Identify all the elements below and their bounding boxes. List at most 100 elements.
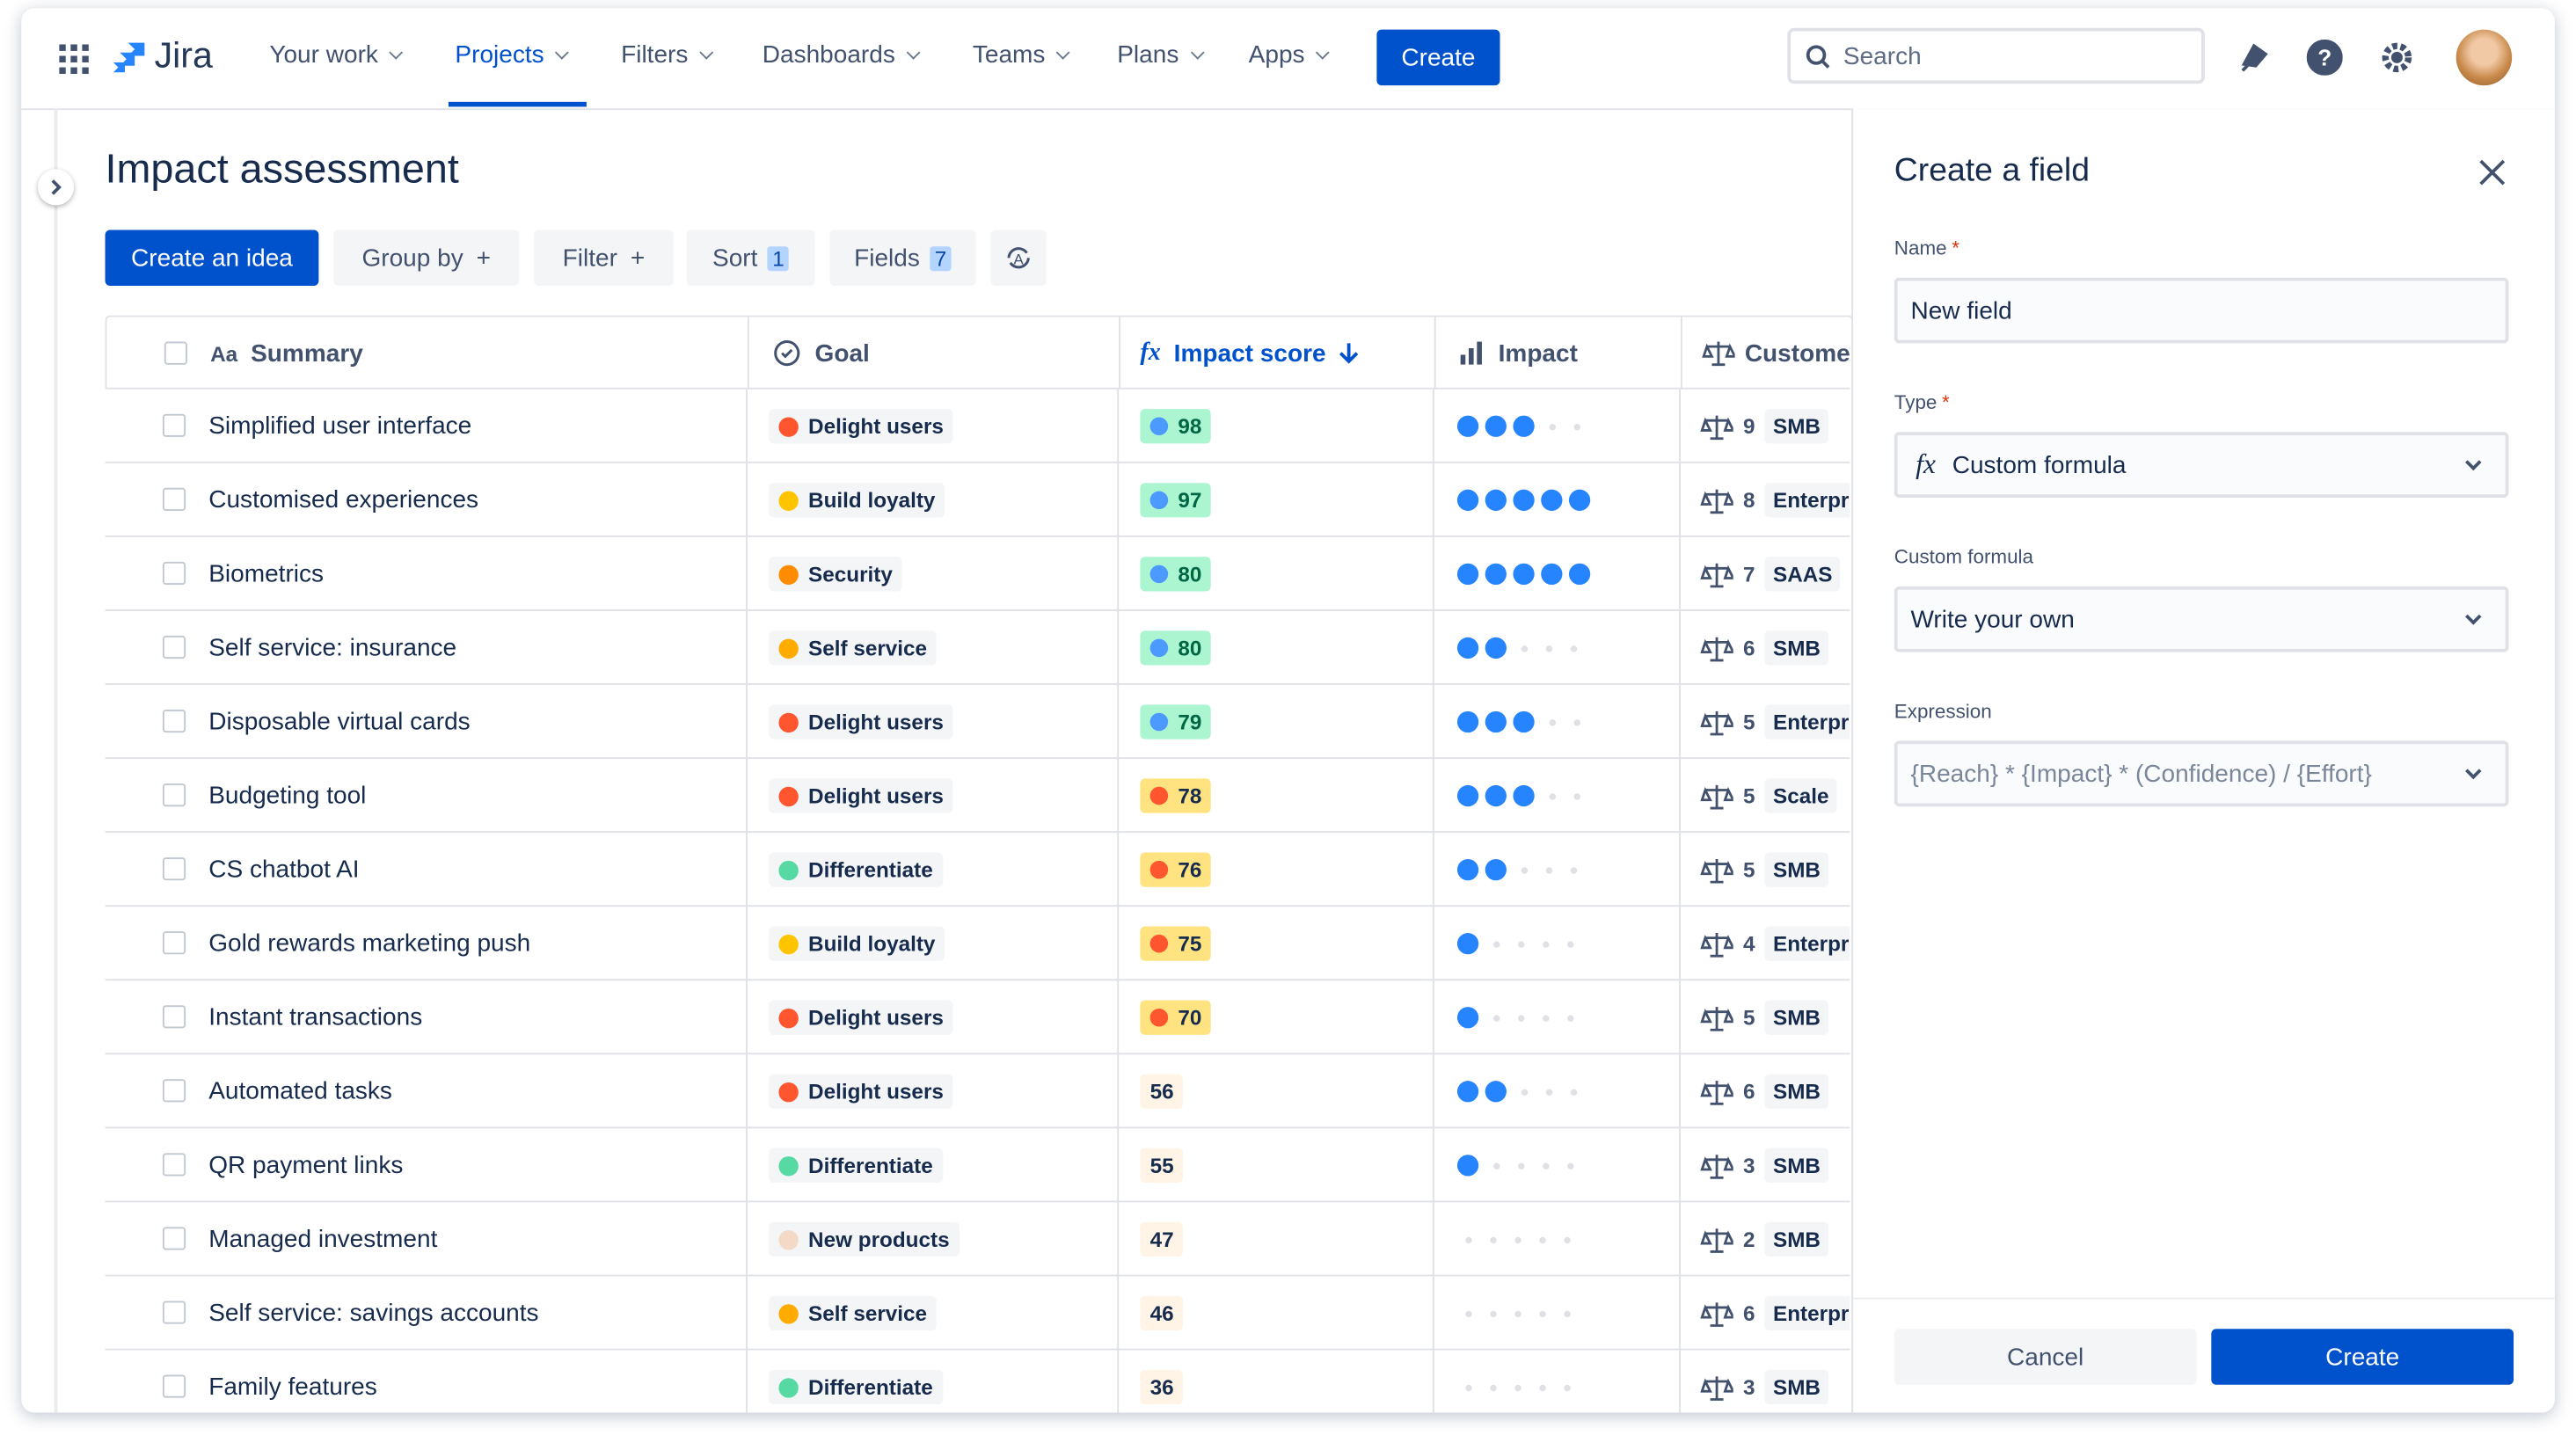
- impact-rating: [1456, 1081, 1587, 1103]
- impact-dot: [1456, 858, 1479, 881]
- summary[interactable]: Simplified user interface: [208, 412, 472, 441]
- cancel-button[interactable]: Cancel: [1894, 1329, 2197, 1385]
- top-nav: Jira Your work Projects Filters Dashboards T…: [21, 8, 2555, 111]
- nav-item[interactable]: Plans: [1117, 41, 1201, 69]
- summary[interactable]: Self service: savings accounts: [208, 1299, 539, 1328]
- expand-sidebar[interactable]: [37, 169, 75, 206]
- summary[interactable]: Budgeting tool: [208, 782, 367, 810]
- goal-tag: Self service: [769, 630, 938, 666]
- goal-tag: Build loyalty: [769, 483, 945, 518]
- create-field-panel: Create a field Name * New field Type * fx C…: [1851, 108, 2555, 1413]
- settings[interactable]: [2379, 40, 2415, 76]
- name-input[interactable]: New field: [1894, 277, 2509, 344]
- impact-dot: [1493, 940, 1500, 947]
- nav-item[interactable]: Your work: [269, 41, 401, 69]
- score-value: 76: [1178, 857, 1202, 883]
- summary[interactable]: CS chatbot AI: [208, 856, 360, 884]
- cell: 5 SMB: [1679, 833, 1850, 907]
- impact-dot: [1573, 423, 1581, 430]
- expression-input[interactable]: {Reach} * {Impact} * (Confidence) / {Eff…: [1894, 740, 2509, 807]
- row-checkbox[interactable]: [162, 1227, 186, 1250]
- goal-icon: [778, 1303, 799, 1323]
- goal-icon: [778, 711, 799, 732]
- help[interactable]: ?: [2306, 39, 2343, 76]
- nav-item[interactable]: Apps: [1249, 41, 1328, 69]
- score-badge: 56: [1140, 1074, 1184, 1109]
- summary[interactable]: Instant transactions: [208, 1003, 423, 1032]
- row-checkbox[interactable]: [162, 1301, 186, 1324]
- close-button[interactable]: [2477, 157, 2507, 187]
- create-button[interactable]: Create: [1376, 29, 1500, 86]
- select-all[interactable]: [164, 341, 187, 365]
- row-checkbox[interactable]: [162, 561, 186, 586]
- nav-item[interactable]: Filters: [621, 41, 711, 69]
- cell: Simplified user interface: [208, 390, 471, 463]
- row-checkbox[interactable]: [162, 709, 186, 733]
- nav-item[interactable]: Teams: [973, 41, 1069, 69]
- score-badge: 36: [1140, 1369, 1184, 1405]
- row-checkbox[interactable]: [162, 487, 186, 511]
- auto-button[interactable]: A: [990, 230, 1047, 287]
- summary[interactable]: Gold rewards marketing push: [208, 929, 531, 958]
- cell: 75: [1117, 907, 1433, 981]
- logo[interactable]: Jira: [154, 34, 213, 76]
- create-idea-button[interactable]: Create an idea: [105, 230, 319, 287]
- row-checkbox[interactable]: [162, 413, 186, 437]
- impact-dot: [1513, 415, 1535, 437]
- summary[interactable]: Customised experiences: [208, 485, 479, 514]
- summary[interactable]: Self service: insurance: [208, 634, 457, 662]
- formula-select[interactable]: Write your own: [1894, 586, 2509, 652]
- row-checkbox[interactable]: [162, 857, 186, 881]
- expression-value: {Reach} * {Impact} * (Confidence) / {Eff…: [1910, 759, 2372, 788]
- customer-icon: [1700, 858, 1733, 883]
- group-by-button[interactable]: Group by +: [333, 230, 520, 287]
- summary[interactable]: Automated tasks: [208, 1077, 392, 1106]
- row-checkbox[interactable]: [162, 783, 186, 807]
- impact-dot: [1465, 1235, 1472, 1243]
- row-checkbox[interactable]: [162, 931, 186, 955]
- row-checkbox[interactable]: [162, 1005, 186, 1029]
- column-header[interactable]: Summary: [251, 339, 363, 368]
- fields-button[interactable]: Fields 7: [829, 230, 976, 287]
- column-header[interactable]: Impact: [1498, 339, 1578, 368]
- summary[interactable]: Disposable virtual cards: [208, 708, 471, 736]
- impact-rating: [1457, 1383, 1580, 1391]
- row-checkbox[interactable]: [162, 1153, 186, 1177]
- cell: Automated tasks: [208, 1054, 392, 1128]
- summary[interactable]: Managed investment: [208, 1225, 438, 1254]
- impact-rating: [1456, 858, 1587, 881]
- row-checkbox[interactable]: [162, 635, 186, 659]
- avatar[interactable]: [2456, 29, 2513, 86]
- impact-dot: [1568, 489, 1591, 511]
- notifications[interactable]: [2237, 41, 2270, 74]
- impact-dot: [1564, 1235, 1571, 1243]
- column-header[interactable]: Impact score: [1173, 339, 1326, 368]
- nav-item[interactable]: Dashboards: [763, 41, 918, 69]
- cell: Differentiate: [746, 833, 1117, 907]
- column-header[interactable]: Customer: [1744, 339, 1852, 368]
- cell: Delight users: [746, 1054, 1117, 1129]
- row-checkbox[interactable]: [162, 1079, 186, 1103]
- search-box[interactable]: Search: [1787, 27, 2205, 84]
- create-field-button[interactable]: Create: [2211, 1329, 2514, 1385]
- cell: 2 SMB: [1679, 1202, 1850, 1277]
- summary[interactable]: Family features: [208, 1373, 377, 1402]
- type-select[interactable]: fx Custom formula: [1894, 432, 2509, 499]
- cell: [1432, 759, 1679, 834]
- cell: [1432, 536, 1679, 611]
- impact-dot: [1545, 1088, 1553, 1096]
- nav-item[interactable]: Projects: [455, 41, 566, 69]
- sort-button[interactable]: Sort 1: [686, 230, 815, 287]
- goal-label: Differentiate: [808, 1153, 933, 1178]
- app-switcher[interactable]: [59, 44, 89, 75]
- goal-label: Build loyalty: [808, 487, 936, 513]
- goal-icon: [778, 1229, 799, 1250]
- summary[interactable]: Biometrics: [208, 559, 325, 588]
- row-checkbox[interactable]: [162, 1374, 186, 1398]
- impact-dot: [1485, 784, 1507, 807]
- filter-button[interactable]: Filter +: [534, 230, 674, 287]
- impact-dot: [1549, 718, 1556, 725]
- summary[interactable]: QR payment links: [208, 1151, 404, 1180]
- column-header[interactable]: Goal: [814, 339, 870, 368]
